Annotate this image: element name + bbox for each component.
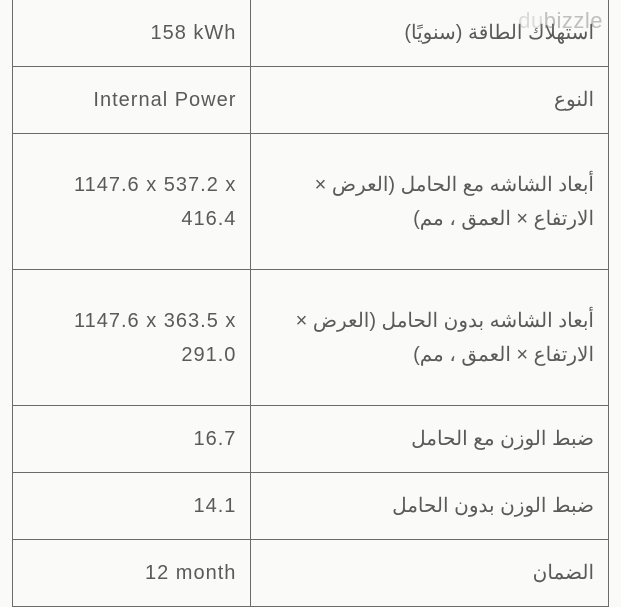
spec-label: الضمان [251, 540, 609, 607]
spec-table-container: 158 kWh استهلاك الطاقة (سنويًا) Internal… [0, 0, 621, 600]
spec-label: ضبط الوزن مع الحامل [251, 406, 609, 473]
spec-table: 158 kWh استهلاك الطاقة (سنويًا) Internal… [12, 0, 609, 607]
spec-label: أبعاد الشاشه مع الحامل (العرض × الارتفاع… [251, 134, 609, 270]
spec-value: 16.7 [13, 406, 251, 473]
spec-value: 158 kWh [13, 0, 251, 67]
table-row: 12 month الضمان [13, 540, 609, 607]
table-row: 158 kWh استهلاك الطاقة (سنويًا) [13, 0, 609, 67]
spec-label: استهلاك الطاقة (سنويًا) [251, 0, 609, 67]
spec-value: 12 month [13, 540, 251, 607]
spec-label: ضبط الوزن بدون الحامل [251, 473, 609, 540]
spec-table-body: 158 kWh استهلاك الطاقة (سنويًا) Internal… [13, 0, 609, 607]
spec-value: 1147.6 x 363.5 x 291.0 [13, 270, 251, 406]
spec-label: أبعاد الشاشه بدون الحامل (العرض × الارتف… [251, 270, 609, 406]
table-row: 1147.6 x 363.5 x 291.0 أبعاد الشاشه بدون… [13, 270, 609, 406]
table-row: 14.1 ضبط الوزن بدون الحامل [13, 473, 609, 540]
spec-value: 14.1 [13, 473, 251, 540]
table-row: 16.7 ضبط الوزن مع الحامل [13, 406, 609, 473]
spec-value: Internal Power [13, 67, 251, 134]
spec-value: 1147.6 x 537.2 x 416.4 [13, 134, 251, 270]
spec-label: النوع [251, 67, 609, 134]
table-row: 1147.6 x 537.2 x 416.4 أبعاد الشاشه مع ا… [13, 134, 609, 270]
table-row: Internal Power النوع [13, 67, 609, 134]
